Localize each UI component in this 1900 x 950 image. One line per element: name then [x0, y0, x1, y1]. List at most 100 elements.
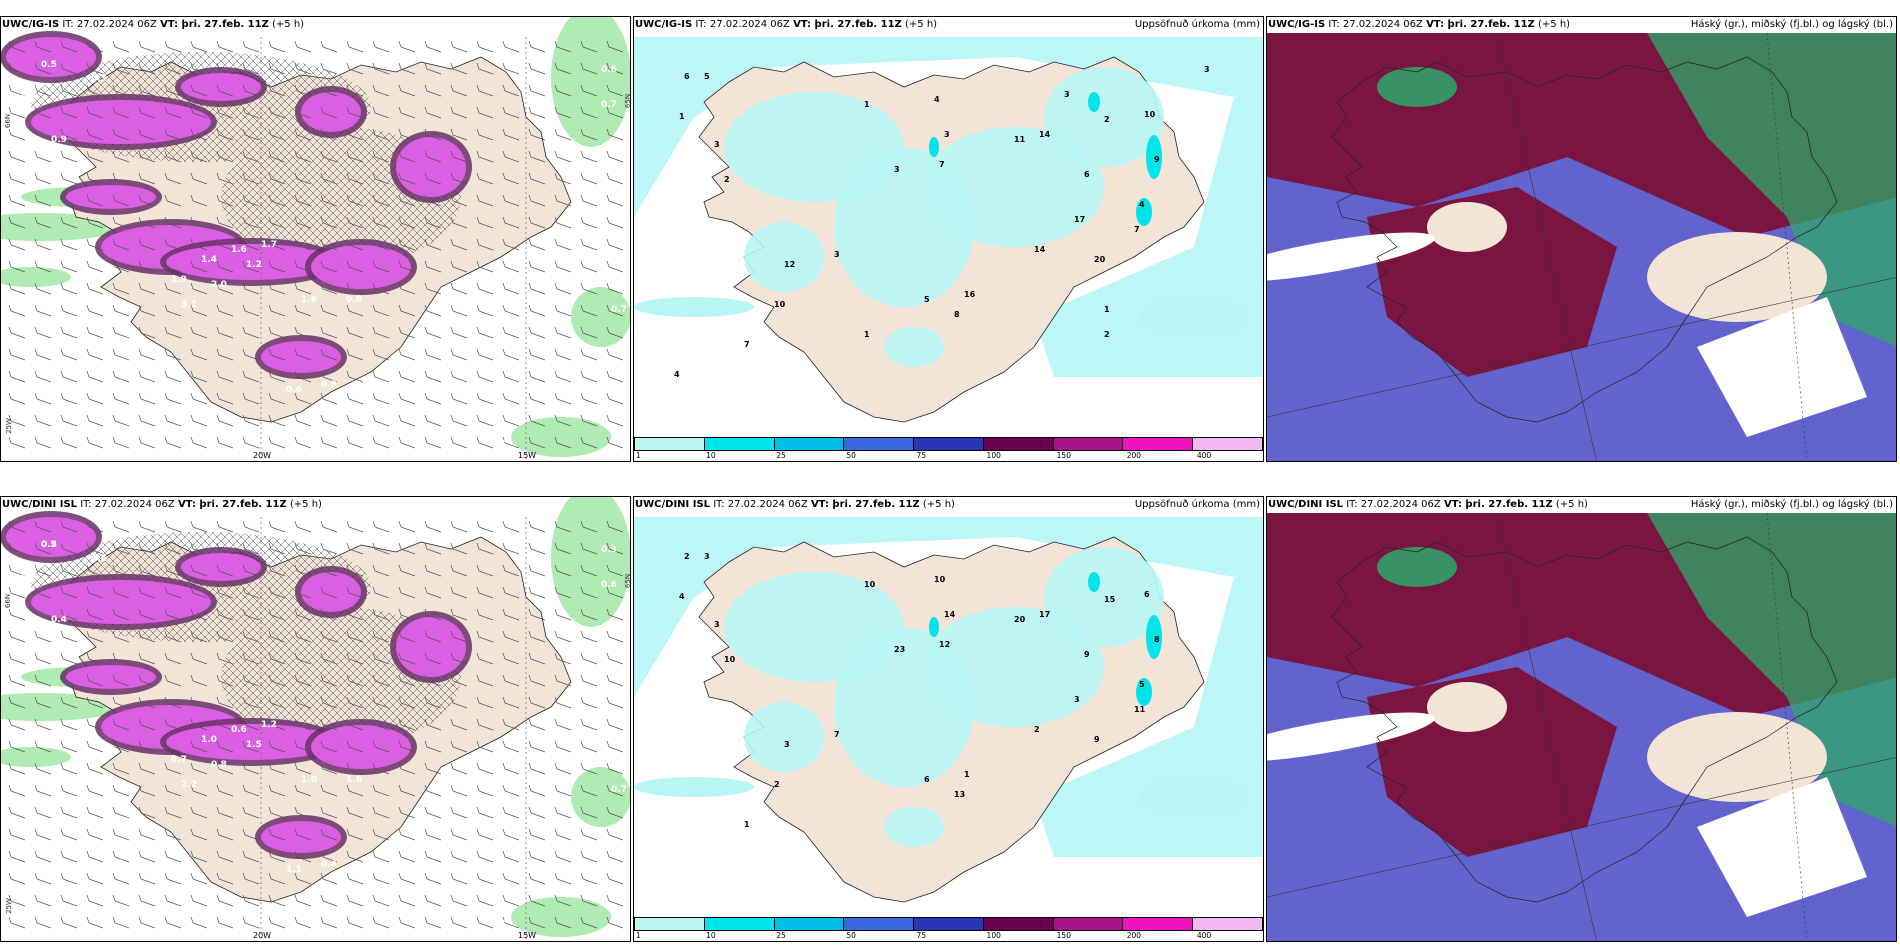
wind-barb	[190, 718, 208, 731]
wind-barb	[346, 718, 364, 731]
wind-barb	[294, 414, 312, 427]
wind-barb	[216, 106, 234, 119]
wind-barb	[398, 828, 416, 841]
wind-barb	[190, 806, 208, 819]
wind-barb	[320, 216, 338, 229]
wind-barb	[320, 436, 338, 449]
wind-barb	[502, 894, 520, 907]
snow-value-label: 1.4	[201, 255, 217, 265]
wind-barb	[138, 216, 156, 229]
wind-barb	[294, 608, 312, 621]
wind-barb	[424, 172, 442, 185]
wind-barb	[60, 916, 78, 929]
title-it: IT: 27.02.2024 06Z	[1328, 19, 1423, 30]
wind-barb	[450, 806, 468, 819]
clear-sky-area	[1267, 232, 1435, 281]
precip-value-label: 6	[1144, 590, 1150, 599]
wind-barb	[294, 260, 312, 273]
snow-value-label: 0.3	[91, 74, 107, 84]
wind-barb	[606, 348, 624, 361]
wind-barb	[294, 520, 312, 533]
wind-barb	[164, 436, 182, 449]
colorbar-tick-label: 150	[1056, 931, 1071, 940]
wind-barb	[190, 436, 208, 449]
wind-barb	[580, 84, 598, 97]
wind-barb	[346, 762, 364, 775]
wind-barb	[320, 828, 338, 841]
wind-barb	[112, 916, 130, 929]
wind-barb	[86, 304, 104, 317]
wind-barb	[476, 740, 494, 753]
wind-barb	[164, 894, 182, 907]
wind-barb	[8, 652, 26, 665]
wind-barb	[554, 652, 572, 665]
wind-barb	[216, 894, 234, 907]
wind-barb	[164, 194, 182, 207]
wind-barb	[606, 62, 624, 75]
wind-barb	[606, 260, 624, 273]
wind-barb	[320, 414, 338, 427]
wind-barb	[528, 828, 546, 841]
snow-value-label: 1.0	[301, 775, 317, 785]
snow-value-label: 0.7	[601, 100, 617, 110]
snow-value-label: 0.4	[51, 615, 67, 625]
wind-barb	[502, 216, 520, 229]
precip-value-label: 9	[1154, 155, 1160, 164]
wind-barb	[242, 106, 260, 119]
wind-barb	[268, 542, 286, 555]
wind-barb	[60, 40, 78, 53]
wind-barb	[294, 630, 312, 643]
wind-barb	[112, 586, 130, 599]
precip-value-label: 2	[684, 552, 690, 561]
wind-barb	[450, 370, 468, 383]
wind-barb	[528, 370, 546, 383]
wind-barb	[346, 150, 364, 163]
snow-value-label: 0.7	[611, 305, 627, 315]
wind-barb	[398, 260, 416, 273]
wind-barb	[294, 436, 312, 449]
wind-barb	[34, 674, 52, 687]
colorbar-tick-label: 1	[636, 931, 641, 940]
wind-barb	[502, 872, 520, 885]
wind-barb	[606, 414, 624, 427]
wind-barb	[372, 542, 390, 555]
wind-barb	[216, 696, 234, 709]
iceland-outline	[1331, 536, 1838, 903]
wind-barb	[580, 370, 598, 383]
wind-barb	[346, 520, 364, 533]
wind-barb	[112, 652, 130, 665]
wind-barb	[476, 828, 494, 841]
wind-barb	[164, 304, 182, 317]
wind-barb	[528, 436, 546, 449]
wind-barb	[372, 128, 390, 141]
precip-map-svg: 6 513214373111462109472017141685312107124…	[634, 33, 1263, 439]
wind-barb	[34, 370, 52, 383]
panel-title: UWC/IG-IS IT: 27.02.2024 06Z VT: þri. 27…	[1268, 18, 1570, 32]
precip-value-label: 6	[924, 775, 930, 784]
precip-value-label: 2	[724, 175, 730, 184]
precip-heavy-area	[1088, 92, 1100, 112]
clear-land-area	[1647, 712, 1827, 802]
wind-barb	[346, 216, 364, 229]
wind-barb	[268, 652, 286, 665]
wind-barb	[346, 850, 364, 863]
wind-barb	[502, 84, 520, 97]
wind-barb	[190, 608, 208, 621]
precip-value-label: 13	[954, 790, 965, 799]
wind-barb	[424, 436, 442, 449]
wind-barb	[424, 304, 442, 317]
wind-barb	[164, 128, 182, 141]
wind-barb	[372, 762, 390, 775]
wind-barb	[580, 282, 598, 295]
wind-barb	[294, 872, 312, 885]
colorbar-swatch	[914, 918, 984, 930]
wind-barb	[606, 542, 624, 555]
wind-barb	[476, 348, 494, 361]
snow-value-label: 0.5	[41, 540, 57, 550]
wind-barb	[164, 216, 182, 229]
wind-barb	[528, 564, 546, 577]
wind-barb	[190, 40, 208, 53]
wind-barb	[320, 260, 338, 273]
wind-barb	[164, 106, 182, 119]
precip-value-label: 2	[1104, 330, 1110, 339]
